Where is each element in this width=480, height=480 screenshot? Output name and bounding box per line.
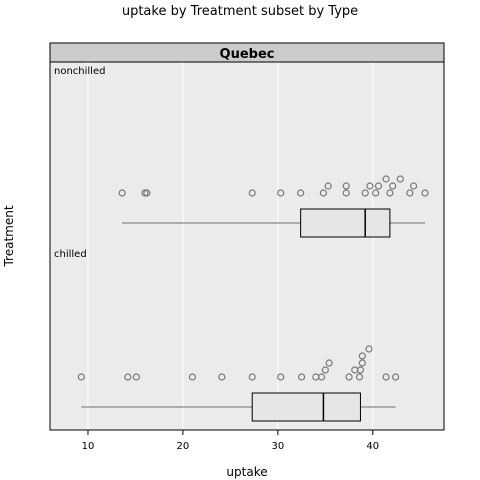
- x-tick-label: 40: [366, 441, 379, 452]
- grid-lines: [87, 62, 374, 430]
- data-point: [319, 189, 328, 197]
- group-labels: nonchilled chilled: [54, 66, 105, 260]
- data-point: [372, 189, 380, 197]
- data-point: [389, 182, 397, 190]
- data-point: [365, 345, 373, 353]
- strip-label: Quebec: [220, 47, 275, 62]
- data-point: [358, 352, 366, 360]
- data-point: [410, 182, 418, 190]
- data-point: [374, 182, 383, 190]
- data-point: [342, 182, 350, 190]
- data-point: [325, 359, 333, 367]
- data-point: [317, 373, 326, 381]
- data-point: [386, 189, 394, 197]
- data-point: [396, 175, 404, 183]
- x-axis-ticks: 10 20 30 40: [82, 430, 379, 452]
- data-point: [345, 373, 353, 381]
- data-point: [77, 373, 85, 381]
- data-point: [277, 189, 285, 197]
- group-label-nonchilled: nonchilled: [54, 66, 105, 77]
- data-point: [382, 373, 390, 381]
- chart-title: uptake by Treatment subset by Type: [122, 4, 358, 19]
- data-point: [248, 189, 256, 197]
- x-tick-label: 20: [177, 441, 190, 452]
- data-point: [321, 366, 329, 374]
- x-tick-label: 30: [271, 441, 284, 452]
- data-point: [297, 373, 306, 381]
- data-point: [132, 373, 140, 381]
- data-point: [342, 189, 350, 197]
- data-point: [391, 373, 400, 381]
- strip-background: [50, 43, 444, 62]
- data-point: [356, 366, 365, 374]
- data-point: [358, 359, 366, 367]
- y-axis-label: Treatment: [2, 205, 16, 267]
- data-point: [124, 373, 132, 381]
- data-point: [218, 373, 226, 381]
- x-axis-label: uptake: [226, 465, 267, 479]
- data-point: [355, 373, 364, 381]
- data-point: [421, 189, 429, 197]
- data-point: [297, 189, 305, 197]
- data-point: [361, 189, 369, 197]
- data-point: [324, 182, 332, 190]
- data-point: [143, 189, 151, 197]
- data-point: [118, 189, 126, 197]
- panel-border: [49, 42, 445, 431]
- box: [251, 392, 361, 422]
- data-point: [248, 373, 256, 381]
- panel-background: [50, 62, 444, 430]
- data-marks: [77, 175, 429, 422]
- data-point: [366, 182, 374, 190]
- data-point: [382, 175, 390, 183]
- data-point: [188, 373, 197, 381]
- box: [300, 208, 391, 238]
- group-label-chilled: chilled: [54, 249, 87, 260]
- data-point: [277, 373, 285, 381]
- data-point: [406, 189, 414, 197]
- x-tick-label: 10: [82, 441, 95, 452]
